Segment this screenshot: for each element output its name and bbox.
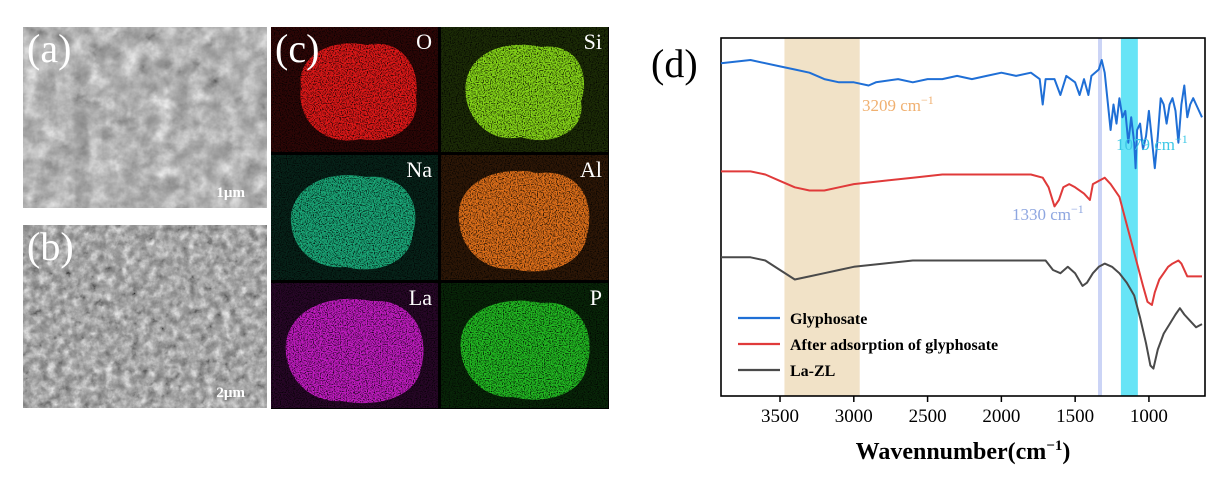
eds-map-p-signal [441,283,608,408]
panel-label-a: (a) [27,27,72,71]
eds-map-la: La [271,283,438,408]
series-line-1 [720,59,1203,170]
eds-mapping-grid: O Si Na Al La P (c) [271,27,609,409]
eds-map-al: Al [441,155,608,280]
series-line-2 [721,170,1202,306]
legend-label: Glyphosate [790,311,867,328]
scale-bar-label-b: 2µm [216,385,245,401]
x-tick-label: 2000 [982,406,1020,427]
eds-element-label: Si [583,29,602,54]
scale-bar-label-a: 1µm [216,185,245,201]
x-tick-label: 1500 [1056,406,1094,427]
x-tick-label: 2500 [909,406,947,427]
eds-map-o-signal [271,27,438,152]
plot-frame [720,37,1206,397]
eds-element-label: P [589,285,602,310]
eds-map-al-signal [441,155,608,280]
sem-image-a-texture [23,27,267,208]
x-tick-label: 3500 [761,406,799,427]
band-annotation: 1079 cm−1 [1116,132,1188,154]
sem-image-a: (a) 1µm [23,27,267,208]
sem-image-b-texture [23,225,267,408]
eds-element-label: O [416,29,432,54]
panel-label-d: (d) [651,41,698,86]
eds-element-label: Al [580,157,602,182]
legend-label: La-ZL [790,363,835,380]
panel-label-b: (b) [27,225,74,269]
legend-label: After adsorption of glyphosate [790,337,998,354]
x-axis-label: Wavennumber(cm−1) [856,438,1071,465]
series-line-3 [721,256,1203,370]
eds-element-label: La [408,285,432,310]
highlight-band [1098,38,1103,396]
eds-map-p: P [441,283,608,408]
eds-element-label: Na [406,157,432,182]
eds-map-la-signal [271,283,438,408]
eds-map-na: Na [271,155,438,280]
band-annotation: 3209 cm−1 [862,93,934,115]
eds-map-o: O [271,27,438,152]
x-tick-label: 1000 [1130,406,1168,427]
x-tick-label: 3000 [835,406,873,427]
band-annotation: 1330 cm−1 [1012,202,1084,224]
eds-map-na-signal [271,155,438,280]
sem-image-b: (b) 2µm [23,225,267,408]
eds-map-si-signal [441,27,608,152]
highlight-band [1120,38,1138,396]
highlight-band [784,38,860,396]
eds-map-si: Si [441,27,608,152]
panel-label-c: (c) [275,26,320,71]
